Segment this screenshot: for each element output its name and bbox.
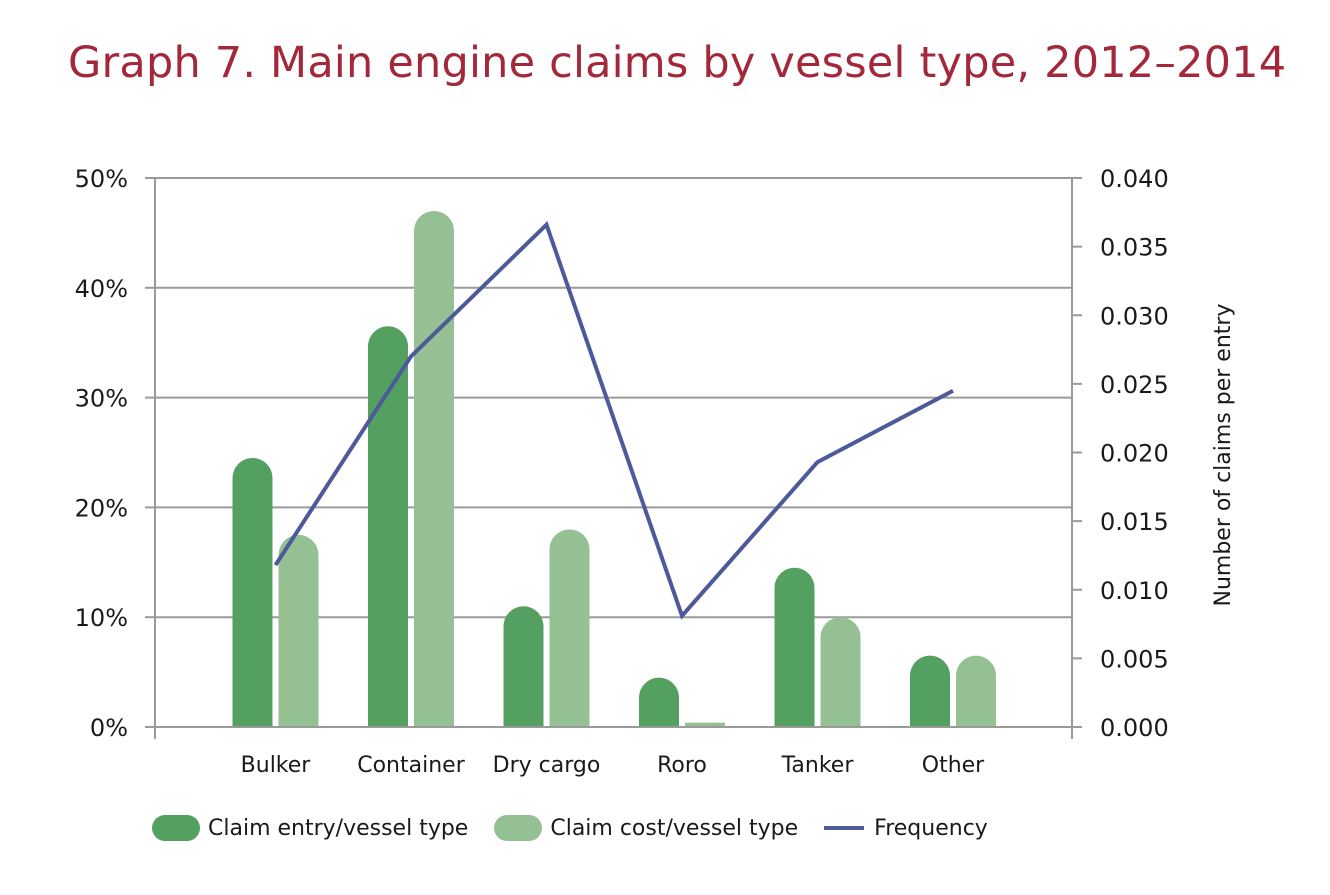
tick-labels: 0% 10% 20% 30% 40% 50% 0.000 0.005 0.010 0.015 0.0…: [75, 165, 1236, 778]
y2-tick-label: 0.005: [1100, 645, 1169, 673]
bar-claim-entry: [503, 606, 544, 727]
legend-swatch-frequency: [824, 826, 865, 830]
legend-swatch-claim-entry: [152, 815, 200, 841]
bar-claim-entry: [910, 655, 950, 727]
bar-claim-entry: [639, 677, 679, 727]
x-tick-label: Other: [922, 753, 985, 778]
legend-label-claim-entry: Claim entry/vessel type: [208, 815, 469, 841]
y-tick-label: 40%: [75, 275, 128, 303]
frequency-line: [273, 221, 954, 620]
x-tick-label: Tanker: [781, 753, 855, 778]
chart-title: Graph 7. Main engine claims by vessel ty…: [68, 38, 1287, 88]
y-tick-label: 50%: [75, 165, 128, 193]
x-tick-label: Bulker: [241, 753, 312, 778]
legend-label-claim-cost: Claim cost/vessel type: [550, 815, 799, 841]
legend-item-claim-entry: Claim entry/vessel type: [152, 815, 468, 841]
bar-claim-cost: [414, 210, 454, 727]
frequency-line-group: [273, 221, 954, 620]
bar-claim-entry: [368, 326, 408, 727]
bar-claim-cost: [549, 529, 590, 727]
legend-label-frequency: Frequency: [874, 815, 988, 841]
y-tick-label: 20%: [75, 494, 128, 522]
bar-claim-entry: [774, 567, 815, 727]
y-tick-label: 30%: [75, 385, 128, 413]
y2-tick-label: 0.000: [1100, 714, 1169, 742]
y2-tick-label: 0.020: [1100, 440, 1169, 468]
x-tick-label: Dry cargo: [493, 753, 601, 778]
y2-tick-label: 0.035: [1100, 234, 1169, 262]
x-tick-label: Container: [357, 753, 465, 778]
legend-swatch-claim-cost: [494, 815, 543, 841]
y2-tick-label: 0.025: [1100, 371, 1169, 399]
bar-claim-cost: [278, 534, 319, 727]
bar-claim-cost: [956, 655, 996, 727]
y2-tick-label: 0.040: [1100, 165, 1169, 193]
y-tick-label: 10%: [75, 604, 128, 632]
y2-tick-label: 0.030: [1100, 302, 1169, 330]
x-tick-label: Roro: [657, 753, 707, 778]
bars: [232, 210, 996, 727]
bar-claim-cost: [820, 617, 861, 727]
y-tick-label: 0%: [90, 714, 128, 742]
axes: [145, 177, 1082, 739]
legend-item-claim-cost: Claim cost/vessel type: [494, 815, 798, 841]
y2-axis-label: Number of claims per entry: [1211, 304, 1236, 607]
bar-claim-cost: [685, 722, 725, 727]
bar-claim-entry: [232, 457, 273, 727]
legend-item-frequency: Frequency: [824, 816, 988, 841]
y2-tick-label: 0.015: [1100, 508, 1169, 536]
legend: Claim entry/vessel type Claim cost/vesse…: [152, 815, 1014, 841]
y2-tick-label: 0.010: [1100, 577, 1169, 605]
